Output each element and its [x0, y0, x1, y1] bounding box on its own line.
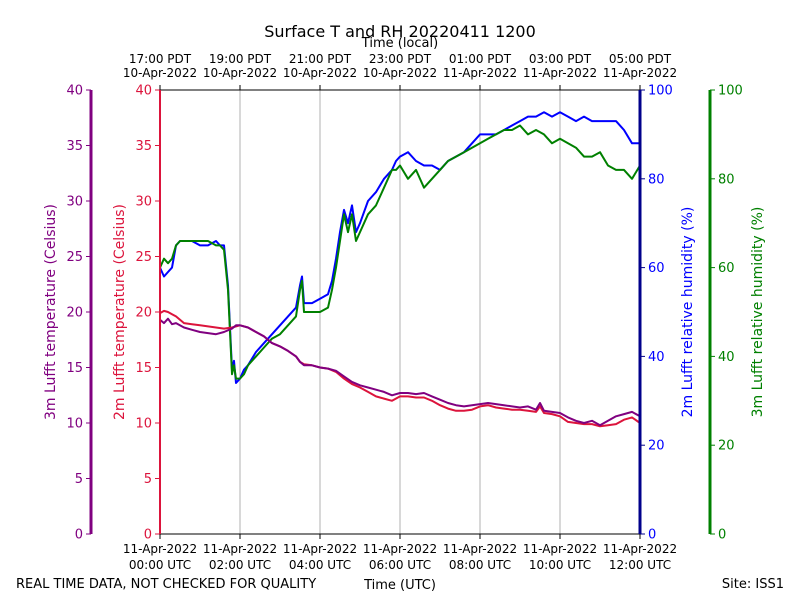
y-tick-label: 35 — [66, 139, 83, 154]
chart-title: Surface T and RH 20220411 1200 — [264, 22, 536, 41]
y-axis-label-2m-temperature: 2m Lufft temperature (Celsius) — [112, 204, 128, 420]
y-tick-label: 100 — [718, 84, 743, 99]
top-tick-label-time: 17:00 PDT — [129, 52, 192, 66]
x-tick-label-date: 11-Apr-2022 — [283, 542, 357, 556]
x-tick-label-date: 11-Apr-2022 — [603, 542, 677, 556]
top-tick-label-time: 01:00 PDT — [449, 52, 512, 66]
y-tick-label: 40 — [718, 350, 735, 365]
x-tick-label-time: 00:00 UTC — [129, 558, 191, 572]
x-tick-label-time: 04:00 UTC — [289, 558, 351, 572]
series-layer — [159, 111, 641, 428]
y-tick-label: 20 — [718, 439, 735, 454]
top-tick-label-date: 11-Apr-2022 — [523, 66, 597, 80]
y-tick-label: 60 — [718, 261, 735, 276]
series-line-rh3 — [159, 124, 641, 380]
top-tick-label-date: 10-Apr-2022 — [123, 66, 197, 80]
x-tick-label-time: 02:00 UTC — [209, 558, 271, 572]
x-tick-label-time: 08:00 UTC — [449, 558, 511, 572]
x-tick-label-date: 11-Apr-2022 — [443, 542, 517, 556]
y-tick-label: 25 — [66, 250, 83, 265]
y-tick-label: 30 — [135, 195, 152, 210]
x-tick-label-time: 06:00 UTC — [369, 558, 431, 572]
y-tick-label: 5 — [75, 472, 83, 487]
y-tick-label: 80 — [718, 172, 735, 187]
y-tick-label: 35 — [135, 139, 152, 154]
y-axis-label-3m-humidity: 3m Lufft relative humidity (%) — [750, 207, 766, 418]
y-axis-label-3m-temperature: 3m Lufft temperature (Celsius) — [43, 204, 59, 420]
y-tick-label: 0 — [144, 528, 152, 543]
x-tick-label-date: 11-Apr-2022 — [523, 542, 597, 556]
y-tick-label: 10 — [66, 417, 83, 432]
top-tick-label-date: 11-Apr-2022 — [443, 66, 517, 80]
y-tick-label: 40 — [135, 84, 152, 99]
x-tick-label-time: 12:00 UTC — [609, 558, 671, 572]
y-tick-label: 0 — [718, 528, 726, 543]
y-tick-label: 15 — [66, 361, 83, 376]
y-tick-label: 60 — [648, 261, 665, 276]
quality-note: REAL TIME DATA, NOT CHECKED FOR QUALITY — [16, 577, 316, 592]
x-axis-label: Time (UTC) — [363, 578, 436, 593]
y-tick-label: 40 — [648, 350, 665, 365]
y-tick-label: 30 — [66, 195, 83, 210]
x-tick-label-date: 11-Apr-2022 — [123, 542, 197, 556]
y-tick-label: 10 — [135, 417, 152, 432]
y-tick-label: 20 — [135, 306, 152, 321]
top-tick-label-date: 10-Apr-2022 — [203, 66, 277, 80]
top-tick-label-time: 19:00 PDT — [209, 52, 272, 66]
y-axis-label-2m-humidity: 2m Lufft relative humidity (%) — [680, 207, 696, 418]
y-tick-label: 0 — [648, 528, 656, 543]
y-tick-label: 25 — [135, 250, 152, 265]
top-tick-label-time: 21:00 PDT — [289, 52, 352, 66]
y-tick-label: 0 — [75, 528, 83, 543]
axis-ticks: 0 5 10 15 20 25 30 35 40 0 5 10 15 20 25 30 35 40 0 20 40 60 8… — [66, 52, 742, 572]
top-tick-label-date: 10-Apr-2022 — [363, 66, 437, 80]
site-label: Site: ISS1 — [722, 577, 784, 592]
y-tick-label: 100 — [648, 84, 673, 99]
x-tick-label-date: 11-Apr-2022 — [363, 542, 437, 556]
x-tick-label-date: 11-Apr-2022 — [203, 542, 277, 556]
y-tick-label: 20 — [66, 306, 83, 321]
y-tick-label: 20 — [648, 439, 665, 454]
y-tick-label: 40 — [66, 84, 83, 99]
top-axis-label: Time (local) — [361, 36, 438, 51]
series-line-t2 — [159, 309, 641, 428]
y-tick-label: 80 — [648, 172, 665, 187]
top-tick-label-time: 03:00 PDT — [529, 52, 592, 66]
top-tick-label-time: 23:00 PDT — [369, 52, 432, 66]
top-tick-label-date: 10-Apr-2022 — [283, 66, 357, 80]
series-line-t3 — [159, 317, 641, 427]
top-tick-label-time: 05:00 PDT — [609, 52, 672, 66]
top-tick-label-date: 11-Apr-2022 — [603, 66, 677, 80]
y-tick-label: 15 — [135, 361, 152, 376]
x-tick-label-time: 10:00 UTC — [529, 558, 591, 572]
y-tick-label: 5 — [144, 472, 152, 487]
